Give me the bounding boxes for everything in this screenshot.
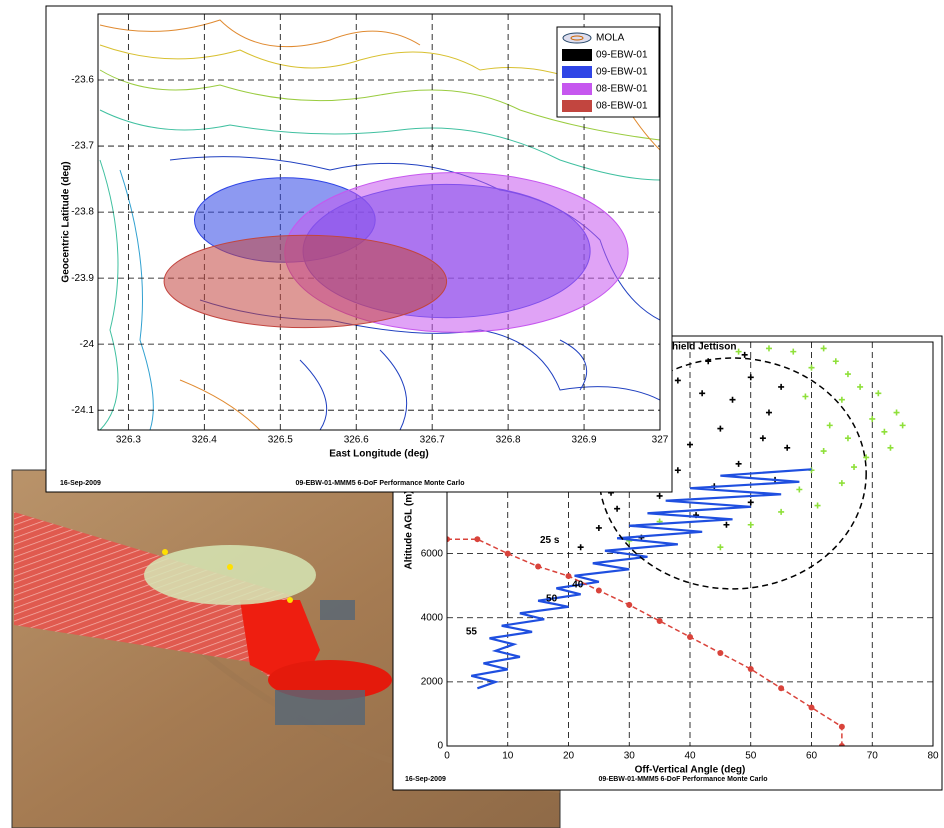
- y-tick-label: -23.8: [71, 207, 94, 218]
- line-point: [535, 563, 541, 569]
- x-tick-label: 326.9: [572, 435, 597, 446]
- time-label: 55: [466, 626, 478, 637]
- x-tick-label: 326.7: [420, 435, 445, 446]
- x-tick-label: 326.3: [116, 435, 141, 446]
- x-tick-label: 40: [684, 751, 696, 762]
- y-tick-label: -23.7: [71, 141, 94, 152]
- line-point: [474, 536, 480, 542]
- line-point: [505, 551, 511, 557]
- x-tick-label: 60: [806, 751, 818, 762]
- x-tick-label: 10: [502, 751, 514, 762]
- line-point: [596, 587, 602, 593]
- line-point: [748, 666, 754, 672]
- y-axis-label: Geocentric Latitude (deg): [61, 161, 72, 282]
- x-axis-label: Off-Vertical Angle (deg): [635, 765, 746, 776]
- y-tick-label: -23.6: [71, 75, 94, 86]
- x-tick-label: 326.4: [192, 435, 217, 446]
- legend-swatch: [562, 66, 592, 78]
- x-tick-label: 20: [563, 751, 575, 762]
- chart-title: hield Jettison: [672, 342, 736, 353]
- y-tick-label: -24.1: [71, 405, 94, 416]
- legend-swatch: [563, 33, 591, 43]
- marker: [227, 564, 233, 570]
- footer-date: 16-Sep-2009: [60, 480, 101, 487]
- ellipse-panel: 326.3 326.4 326.5 326.6 326.7 326.8 326.9 327 -2…: [46, 6, 672, 492]
- x-tick-label: 326.5: [268, 435, 293, 446]
- dispersion-ellipse: [164, 235, 447, 327]
- landing-ellipse: [144, 545, 316, 605]
- x-tick-label: 80: [927, 751, 939, 762]
- time-label: 40: [572, 579, 584, 590]
- line-point: [687, 634, 693, 640]
- legend-label: 08-EBW-01: [596, 84, 648, 95]
- x-axis-label: East Longitude (deg): [329, 449, 428, 460]
- x-tick-label: 326.6: [344, 435, 369, 446]
- y-axis-label: Altitude AGL (m): [404, 491, 415, 570]
- x-tick-label: 0: [444, 751, 450, 762]
- x-tick-label: 70: [867, 751, 879, 762]
- footer-title: 09-EBW-01-MMM5 6-DoF Performance Monte C…: [598, 776, 767, 783]
- legend-label: 09-EBW-01: [596, 67, 648, 78]
- marker: [162, 549, 168, 555]
- marker: [287, 597, 293, 603]
- line-point: [778, 685, 784, 691]
- legend-label: 08-EBW-01: [596, 101, 648, 112]
- y-tick-label: 2000: [421, 677, 444, 688]
- x-tick-label: 326.8: [496, 435, 521, 446]
- line-point: [566, 573, 572, 579]
- line-point: [626, 602, 632, 608]
- line-point: [839, 724, 845, 730]
- y-tick-label: 4000: [421, 612, 444, 623]
- y-tick-label: -23.9: [71, 273, 94, 284]
- solar-panel: [320, 600, 355, 620]
- line-point: [809, 705, 815, 711]
- line-point: [657, 618, 663, 624]
- footer-date: 16-Sep-2009: [405, 776, 446, 783]
- legend-swatch: [562, 49, 592, 61]
- x-tick-label: 327: [652, 435, 669, 446]
- time-label: 50: [546, 593, 558, 604]
- line-point: [717, 650, 723, 656]
- composite: 0 10 20 30 40 50 60 70 80 0 2000 4000 6000 25 s 40 50 55…: [0, 0, 944, 828]
- time-label: 25 s: [540, 535, 560, 546]
- y-tick-label: 6000: [421, 548, 444, 559]
- legend-swatch: [562, 83, 592, 95]
- plot-area: [164, 172, 628, 332]
- x-tick-label: 50: [745, 751, 757, 762]
- footer-title: 09-EBW-01-MMM5 6-DoF Performance Monte C…: [295, 480, 464, 487]
- legend-label: MOLA: [596, 33, 625, 44]
- legend-swatch: [562, 100, 592, 112]
- legend-label: 09-EBW-01: [596, 50, 648, 61]
- y-tick-label: 0: [437, 741, 443, 752]
- x-tick-label: 30: [624, 751, 636, 762]
- solar-panel: [275, 690, 365, 725]
- y-tick-label: -24: [80, 339, 95, 350]
